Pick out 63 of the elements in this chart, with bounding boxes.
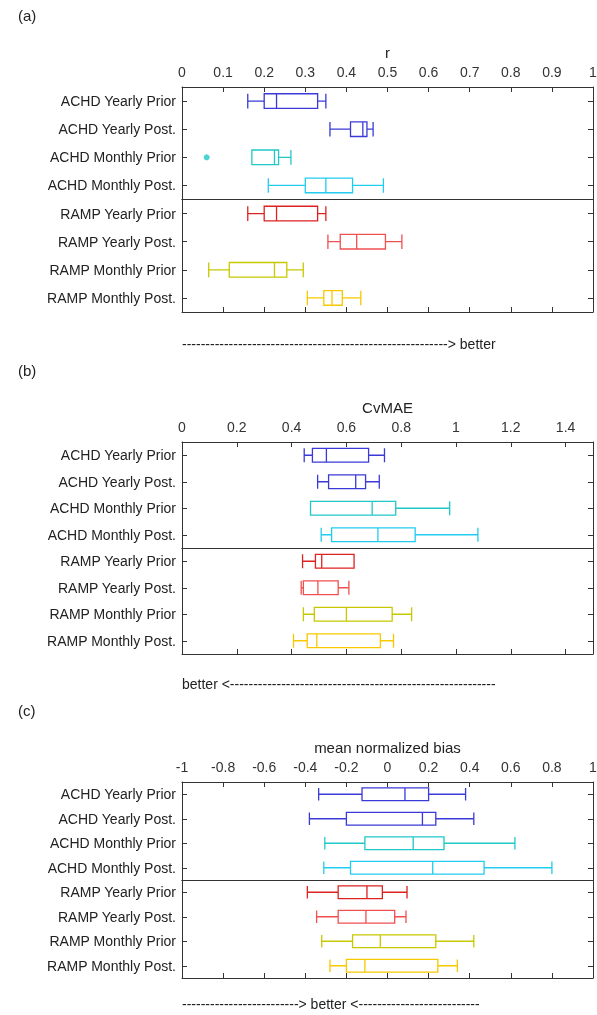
y-tick-label: ACHD Monthly Prior (49, 149, 177, 166)
y-tick-label: ACHD Yearly Prior (60, 447, 177, 464)
x-tick-label: 0.8 (542, 759, 562, 775)
x-tick-label: 0.4 (336, 64, 357, 80)
x-tick-label: 1.4 (555, 419, 576, 435)
text: -------------------------> better <-------------------------- (182, 996, 481, 1012)
x-tick-label: 0.6 (418, 64, 439, 80)
y-tick-label: RAMP Monthly Post. (47, 957, 176, 974)
x-tick-label: 0.6 (336, 419, 357, 435)
text: (b) (18, 362, 37, 379)
x-tick-label: 0 (178, 64, 187, 80)
x-tick-label: 1 (589, 64, 597, 80)
y-tick-label: ACHD Monthly Prior (49, 835, 177, 852)
x-axis-title: CvMAE (362, 399, 413, 416)
y-tick-label: RAMP Monthly Prior (49, 261, 177, 278)
y-tick-label: RAMP Yearly Prior (60, 884, 177, 901)
y-tick-label: RAMP Yearly Prior (60, 553, 177, 570)
x-tick-label: 0.1 (213, 64, 234, 80)
text: (a) (18, 7, 37, 24)
text: better <--------------------------------------------------------- (182, 676, 496, 692)
y-tick-label: RAMP Monthly Prior (49, 606, 177, 623)
y-tick-label: RAMP Monthly Prior (49, 933, 177, 950)
text: ---------------------------------------------------------> better (182, 336, 496, 352)
y-tick-label: ACHD Monthly Post. (47, 526, 176, 543)
x-tick-label: -0.8 (211, 759, 236, 775)
x-tick-label: 0.4 (281, 419, 302, 435)
y-tick-label: ACHD Monthly Prior (49, 500, 177, 517)
x-tick-label: 1 (452, 419, 461, 435)
y-tick-label: ACHD Yearly Post. (58, 121, 176, 138)
x-tick-label: 0.9 (542, 64, 562, 80)
y-tick-label: ACHD Yearly Post. (58, 473, 176, 490)
y-tick-label: RAMP Yearly Post. (57, 579, 176, 596)
y-tick-label: ACHD Monthly Post. (47, 859, 176, 876)
x-tick-label: 0.7 (459, 64, 480, 80)
x-tick-label: 0.8 (501, 64, 521, 80)
y-tick-label: RAMP Yearly Post. (57, 908, 176, 925)
x-tick-label: 1 (589, 759, 597, 775)
x-tick-label: -0.4 (293, 759, 318, 775)
x-tick-label: 0.4 (459, 759, 480, 775)
y-tick-label: ACHD Yearly Prior (60, 786, 177, 803)
x-tick-label: 0 (178, 419, 187, 435)
x-tick-label: 0.2 (418, 759, 439, 775)
x-tick-label: 0.5 (377, 64, 398, 80)
x-axis-title: mean normalized bias (314, 739, 461, 756)
x-tick-label: 0.2 (254, 64, 275, 80)
x-tick-label: -0.6 (252, 759, 277, 775)
x-axis-title: r (385, 44, 390, 61)
y-tick-label: RAMP Yearly Post. (57, 233, 176, 250)
x-tick-label: -1 (175, 759, 189, 775)
x-tick-label: 0.2 (227, 419, 247, 435)
x-tick-label: 0.3 (295, 64, 316, 80)
y-tick-label: RAMP Monthly Post. (47, 632, 176, 649)
x-tick-label: 0.8 (391, 419, 412, 435)
y-tick-label: ACHD Yearly Post. (58, 810, 176, 827)
x-tick-label: 0.6 (501, 759, 521, 775)
y-tick-label: ACHD Monthly Post. (47, 177, 176, 194)
y-tick-label: RAMP Monthly Post. (47, 289, 176, 306)
x-tick-label: -0.2 (334, 759, 359, 775)
y-tick-label: RAMP Yearly Prior (60, 205, 177, 222)
y-tick-label: ACHD Yearly Prior (60, 93, 177, 110)
x-tick-label: 0 (383, 759, 392, 775)
text: (c) (18, 702, 36, 719)
x-tick-label: 1.2 (501, 419, 521, 435)
